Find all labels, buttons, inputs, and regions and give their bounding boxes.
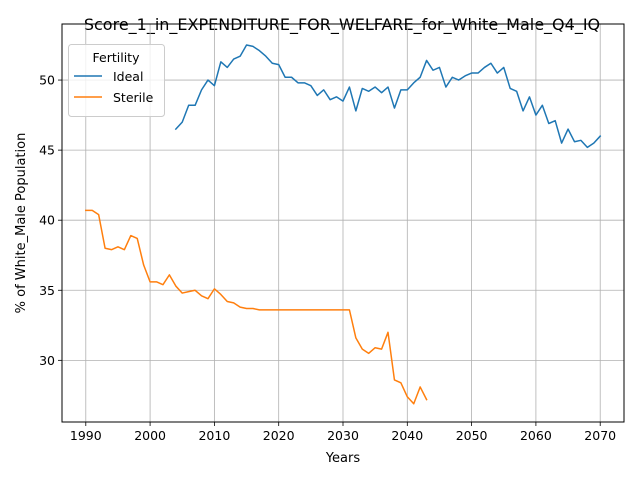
chart-title: Score_1_in_EXPENDITURE_FOR_WELFARE_for_W… [84,15,600,35]
x-tick-label: 2030 [327,428,359,443]
y-tick-label: 35 [39,283,55,298]
legend-label-sterile: Sterile [113,90,154,105]
x-tick-label: 2050 [456,428,488,443]
x-tick-label: 2060 [520,428,552,443]
x-tick-label: 2020 [263,428,295,443]
y-tick-label: 50 [39,73,55,88]
legend-title: Fertility [93,50,141,65]
x-tick-label: 2000 [134,428,166,443]
legend-box [68,44,165,117]
series-line-ideal [174,44,602,149]
series-line-sterile [85,209,428,405]
legend-label-ideal: Ideal [113,69,143,84]
x-tick-label: 1990 [70,428,102,443]
y-tick-label: 30 [39,353,55,368]
x-tick-label: 2040 [391,428,423,443]
grid [62,24,624,422]
y-tick-label: 45 [39,143,55,158]
x-tick-label: 2010 [198,428,230,443]
ticks: 1990 2000 2010 2020 2030 2040 2050 2060 2070 30 35… [39,73,616,443]
y-axis-label: % of White_Male Population [14,133,29,314]
x-axis-label: Years [325,451,361,466]
x-tick-label: 2070 [584,428,616,443]
series-layer [85,44,602,405]
legend: Fertility Ideal Sterile [68,44,165,117]
y-tick-label: 40 [39,213,55,228]
